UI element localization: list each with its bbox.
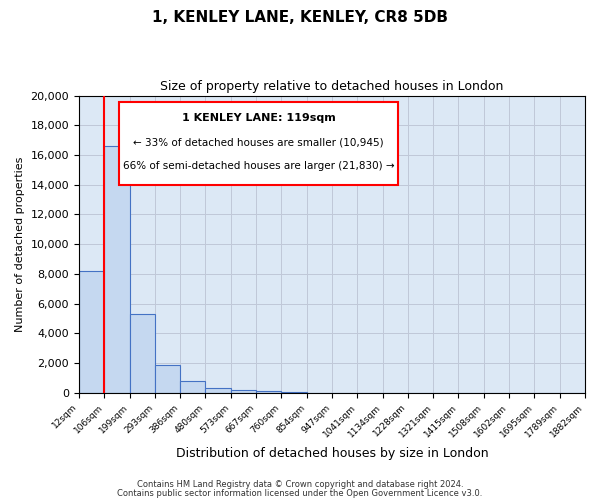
Bar	[155, 366, 180, 393]
Bar	[130, 314, 155, 393]
Text: 1 KENLEY LANE: 119sqm: 1 KENLEY LANE: 119sqm	[182, 114, 335, 124]
Bar	[281, 392, 307, 393]
Bar	[104, 146, 130, 393]
Bar	[205, 388, 231, 393]
Bar	[256, 391, 281, 393]
X-axis label: Distribution of detached houses by size in London: Distribution of detached houses by size …	[176, 447, 488, 460]
Title: Size of property relative to detached houses in London: Size of property relative to detached ho…	[160, 80, 503, 93]
Bar	[79, 271, 104, 393]
Y-axis label: Number of detached properties: Number of detached properties	[15, 156, 25, 332]
Text: 1, KENLEY LANE, KENLEY, CR8 5DB: 1, KENLEY LANE, KENLEY, CR8 5DB	[152, 10, 448, 25]
Text: ← 33% of detached houses are smaller (10,945): ← 33% of detached houses are smaller (10…	[133, 137, 384, 147]
Text: Contains HM Land Registry data © Crown copyright and database right 2024.: Contains HM Land Registry data © Crown c…	[137, 480, 463, 489]
FancyBboxPatch shape	[119, 102, 398, 184]
Text: 66% of semi-detached houses are larger (21,830) →: 66% of semi-detached houses are larger (…	[123, 161, 394, 171]
Text: Contains public sector information licensed under the Open Government Licence v3: Contains public sector information licen…	[118, 490, 482, 498]
Bar	[231, 390, 256, 393]
Bar	[180, 381, 205, 393]
